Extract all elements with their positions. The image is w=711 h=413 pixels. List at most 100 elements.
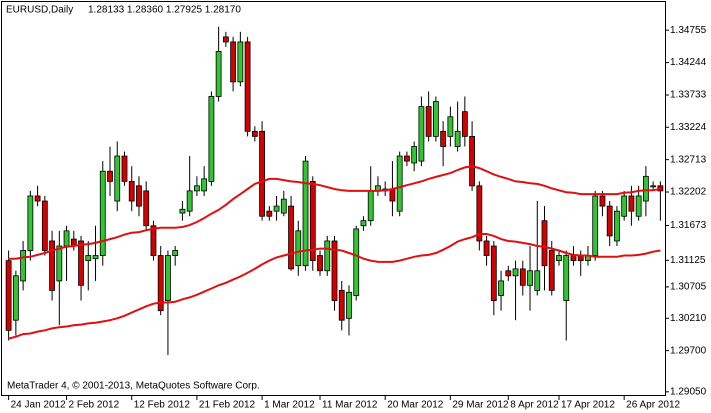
- candle-body: [563, 255, 570, 301]
- candle-body: [635, 195, 642, 217]
- candle-body: [309, 180, 316, 262]
- candle-body: [157, 255, 164, 312]
- x-tick-label: 29 Mar 2012: [452, 400, 509, 411]
- candle-body: [99, 170, 106, 256]
- candle-body: [165, 255, 171, 301]
- y-tick-label: 1.29700: [670, 345, 707, 356]
- candle-body: [548, 250, 555, 291]
- candle-body: [12, 275, 19, 321]
- y-tick-label: 1.32202: [670, 187, 707, 198]
- candle-body: [353, 228, 360, 296]
- candle-body: [367, 190, 374, 222]
- candle-body: [432, 101, 439, 137]
- candle-body: [338, 290, 345, 321]
- candle-body: [41, 200, 48, 251]
- candle-body: [404, 155, 410, 162]
- candle-body: [317, 255, 323, 272]
- candle-body: [302, 160, 309, 267]
- y-tick-label: 1.31125: [670, 255, 706, 266]
- candle-body: [63, 230, 70, 247]
- candle-body: [642, 175, 649, 202]
- x-tick-label: 1 Mar 2012: [264, 400, 315, 411]
- y-tick-label: 1.34755: [670, 25, 707, 36]
- y-tick-label: 1.32713: [670, 154, 707, 165]
- plot: [5, 26, 664, 356]
- x-tick-label: 17 Apr 2012: [561, 400, 615, 411]
- symbol: EURUSD,Daily: [6, 5, 73, 16]
- candle-body: [396, 155, 403, 212]
- y-tick-label: 1.30210: [670, 313, 707, 324]
- candle-body: [230, 41, 237, 83]
- candle-body: [541, 220, 548, 267]
- candle-body: [186, 190, 193, 212]
- x-tick-label: 2 Feb 2012: [69, 400, 120, 411]
- candle-body: [505, 270, 512, 277]
- candle-body: [418, 106, 425, 162]
- candle-body: [215, 51, 222, 97]
- candle-body: [78, 240, 84, 286]
- moving-average: [8, 233, 661, 340]
- candle-body: [476, 185, 483, 242]
- y-tick-label: 1.33733: [670, 90, 707, 101]
- candle-body: [606, 205, 613, 237]
- candle-body: [201, 178, 208, 192]
- candle-body: [650, 185, 657, 188]
- candle-body: [592, 195, 599, 256]
- candle-body: [273, 205, 280, 212]
- candle-body: [295, 230, 302, 267]
- x-tick-label: 26 Apr 2012: [626, 400, 680, 411]
- candle-body: [179, 208, 186, 214]
- candle-body: [128, 180, 135, 202]
- y-tick-label: 1.31673: [670, 220, 707, 231]
- candle-body: [288, 205, 294, 270]
- candle-body: [621, 195, 628, 217]
- x-tick-label: 11 Mar 2012: [322, 400, 378, 411]
- candle-body: [222, 36, 229, 43]
- candle-body: [346, 291, 352, 319]
- candle-body: [411, 146, 418, 164]
- candle-body: [657, 185, 664, 192]
- candle-body: [114, 155, 121, 202]
- candle-body: [331, 240, 338, 301]
- candle-body: [251, 130, 258, 137]
- candle-body: [136, 185, 142, 207]
- candle-body: [121, 155, 128, 182]
- candle-body: [5, 260, 12, 331]
- candle-body: [85, 255, 92, 262]
- candle-body: [49, 240, 55, 291]
- x-tick-label: 8 Apr 2012: [510, 400, 559, 411]
- candle-body: [360, 220, 367, 227]
- candle-body: [143, 190, 150, 227]
- candle-body: [244, 41, 251, 132]
- y-tick-label: 1.33224: [670, 122, 707, 133]
- candle-body: [56, 245, 63, 282]
- y-tick-label: 1.34244: [670, 57, 707, 68]
- copyright: MetaTrader 4, © 2001-2013, MetaQuotes So…: [7, 381, 260, 392]
- x-tick-label: 20 Mar 2012: [387, 400, 444, 411]
- candle-body: [527, 270, 533, 286]
- x-tick-label: 12 Feb 2012: [134, 400, 191, 411]
- candle-body: [92, 255, 99, 260]
- candle-body: [628, 195, 635, 212]
- candle-body: [454, 130, 461, 147]
- candle-body: [599, 195, 606, 207]
- candle-body: [208, 96, 215, 182]
- candle-body: [20, 250, 27, 282]
- candle-body: [483, 240, 490, 256]
- plot-frame: [1, 1, 666, 396]
- moving-average: [8, 165, 661, 260]
- candle-body: [172, 250, 179, 256]
- candle-body: [447, 116, 454, 137]
- candle-body: [512, 268, 519, 277]
- candle-body: [194, 185, 200, 192]
- candle-body: [27, 195, 34, 251]
- y-tick-label: 1.29050: [670, 386, 707, 397]
- candle-body: [280, 198, 287, 214]
- candle-body: [389, 188, 396, 202]
- candle-body: [425, 106, 432, 137]
- candle-body: [237, 41, 244, 83]
- candle-body: [614, 210, 620, 242]
- candle-body: [556, 255, 562, 262]
- candle-body: [498, 280, 504, 296]
- candle-body: [534, 270, 541, 291]
